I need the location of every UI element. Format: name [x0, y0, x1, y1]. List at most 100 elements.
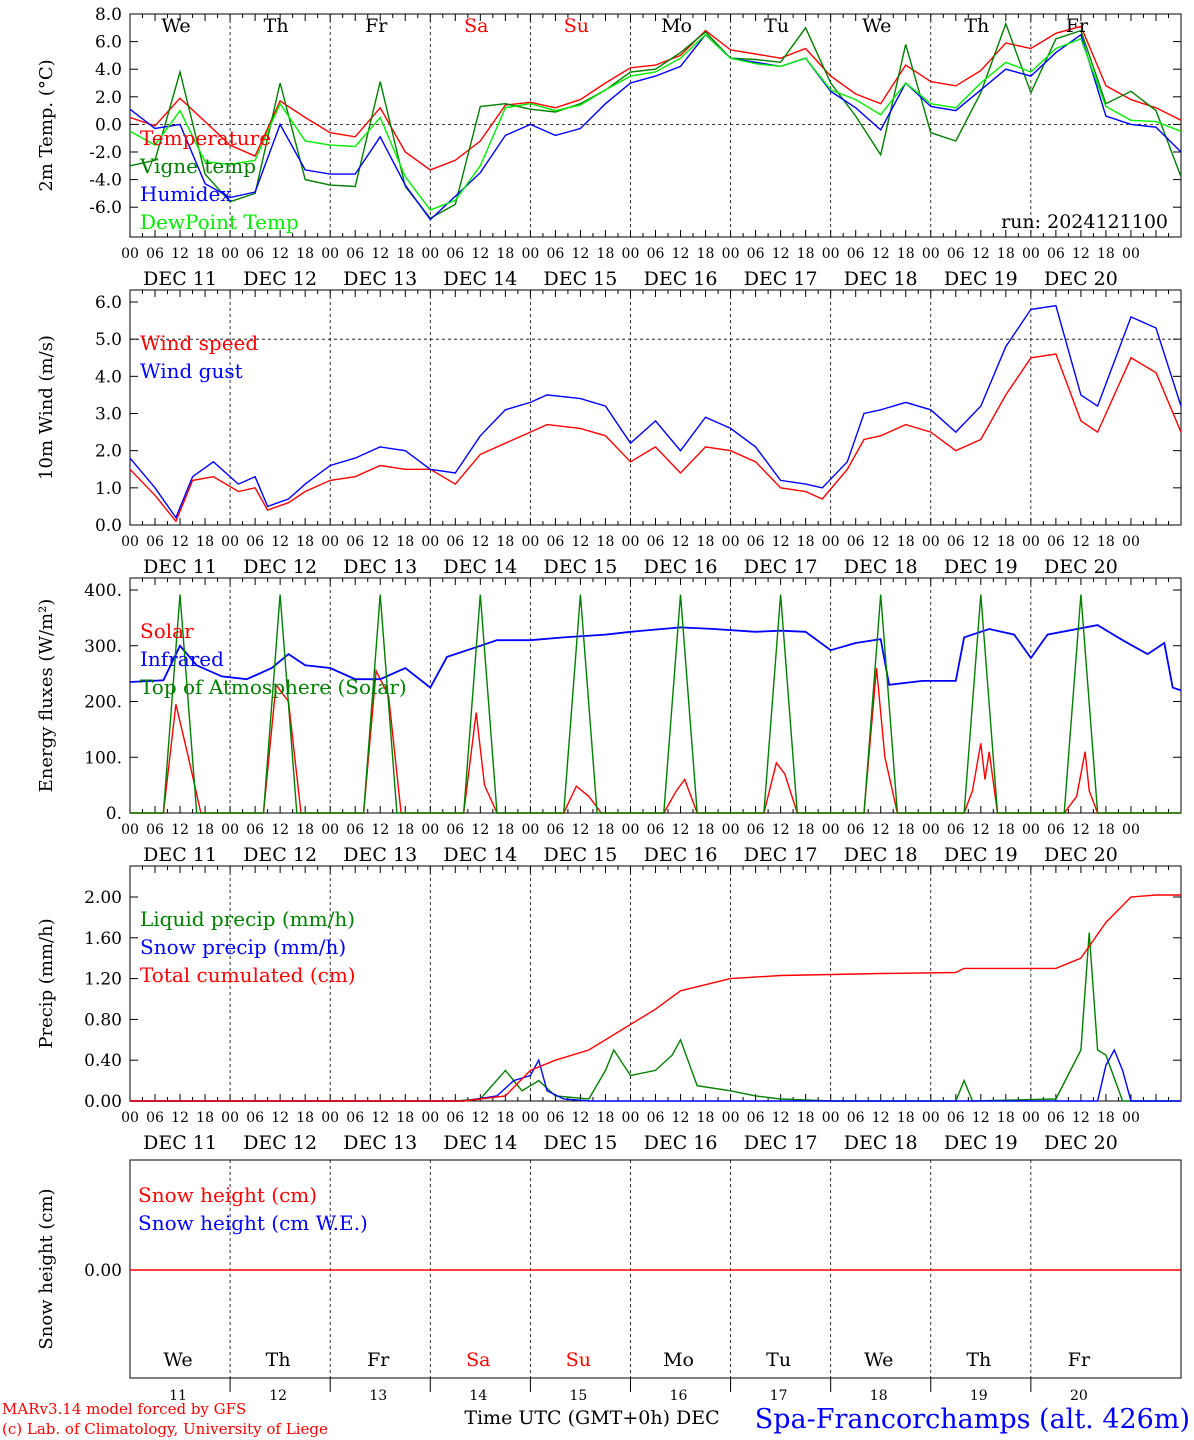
- y-tick-label: 400.: [84, 581, 122, 601]
- legend-entry: Temperature: [140, 126, 271, 150]
- day-number-label: 12: [269, 1388, 287, 1404]
- weekday-label: Su: [564, 15, 589, 37]
- hour-tick-label: 00: [321, 822, 339, 838]
- date-label: DEC 15: [543, 556, 617, 578]
- legend-entry: Wind speed: [140, 331, 258, 355]
- hour-tick-label: 18: [496, 1110, 514, 1126]
- series-line-temperature: [129, 25, 1182, 171]
- hour-tick-label: 12: [171, 534, 189, 550]
- hour-tick-label: 06: [847, 534, 865, 550]
- weekday-label: Fr: [1066, 15, 1089, 37]
- hour-tick-label: 18: [1097, 822, 1115, 838]
- hour-tick-label: 18: [396, 246, 414, 262]
- hour-tick-label: 18: [196, 1110, 214, 1126]
- hour-tick-label: 18: [196, 246, 214, 262]
- weekday-label-bottom: Sa: [466, 1349, 490, 1371]
- day-number-label: 15: [570, 1388, 588, 1404]
- weekday-label: Tu: [764, 15, 789, 37]
- y-axis-label: Precip (mm/h): [36, 918, 57, 1048]
- hour-tick-label: 00: [321, 534, 339, 550]
- series-line-wind-speed: [129, 353, 1182, 523]
- day-number-label: 14: [469, 1388, 487, 1404]
- hour-tick-label: 06: [346, 822, 364, 838]
- y-tick-label: 2.0: [95, 88, 122, 108]
- legend-entry: Total cumulated (cm): [140, 963, 356, 987]
- y-axis-label: Snow height (cm): [36, 1188, 57, 1349]
- hour-tick-label: 18: [196, 822, 214, 838]
- legend-entry: Liquid precip (mm/h): [140, 907, 355, 931]
- model-credit: MARv3.14 model forced by GFS: [2, 1400, 246, 1418]
- x-axis-title: Time UTC (GMT+0h) DEC: [464, 1407, 719, 1429]
- series-line-top-of-atmosphere-solar: [130, 594, 1181, 814]
- hour-tick-label: 06: [1047, 1110, 1065, 1126]
- y-tick-label: 300.: [84, 637, 122, 657]
- date-label: DEC 17: [744, 268, 818, 290]
- hour-tick-label: 00: [822, 1110, 840, 1126]
- hour-tick-label: 00: [121, 246, 139, 262]
- date-label: DEC 19: [944, 844, 1018, 866]
- hour-tick-label: 12: [1072, 534, 1090, 550]
- date-label: DEC 18: [844, 268, 918, 290]
- hour-tick-label: 12: [672, 246, 690, 262]
- hour-tick-label: 00: [1022, 246, 1040, 262]
- hour-tick-label: 06: [647, 822, 665, 838]
- hour-tick-label: 00: [1122, 246, 1140, 262]
- hour-tick-label: 00: [221, 822, 239, 838]
- hour-tick-label: 12: [171, 246, 189, 262]
- hour-tick-label: 06: [546, 246, 564, 262]
- series-line-total-cumulated-cm: [130, 894, 1181, 1102]
- weekday-label-bottom: Fr: [1068, 1349, 1091, 1371]
- date-label: DEC 11: [143, 1132, 217, 1154]
- hour-tick-label: 12: [572, 822, 590, 838]
- weekday-label: We: [862, 15, 891, 37]
- date-label: DEC 14: [443, 844, 517, 866]
- hour-tick-label: 18: [296, 534, 314, 550]
- hour-tick-label: 12: [171, 1110, 189, 1126]
- hour-tick-label: 00: [722, 246, 740, 262]
- hour-tick-label: 00: [722, 822, 740, 838]
- y-tick-label: 2.0: [95, 442, 122, 462]
- y-tick-label: 0.0: [95, 516, 122, 536]
- hour-tick-label: 06: [747, 534, 765, 550]
- date-label: DEC 11: [143, 268, 217, 290]
- series-line-solar: [130, 667, 1181, 814]
- y-tick-label: 0.00: [84, 1092, 122, 1112]
- legend-entry: Wind gust: [140, 359, 243, 383]
- weekday-label: Mo: [661, 15, 692, 37]
- date-label: DEC 15: [543, 268, 617, 290]
- hour-tick-label: 06: [1047, 534, 1065, 550]
- hour-tick-label: 00: [321, 1110, 339, 1126]
- day-number-label: 17: [770, 1388, 788, 1404]
- date-label: DEC 12: [243, 268, 317, 290]
- hour-tick-label: 00: [1022, 534, 1040, 550]
- hour-tick-label: 18: [296, 246, 314, 262]
- hour-tick-label: 18: [396, 822, 414, 838]
- date-label: DEC 20: [1044, 1132, 1118, 1154]
- hour-tick-label: 00: [121, 1110, 139, 1126]
- y-axis-label: 2m Temp. (°C): [36, 59, 57, 191]
- date-label: DEC 11: [143, 556, 217, 578]
- date-label: DEC 13: [343, 844, 417, 866]
- hour-tick-label: 00: [622, 246, 640, 262]
- hour-tick-label: 06: [647, 246, 665, 262]
- station-title: Spa-Francorchamps (alt. 426m): [755, 1404, 1190, 1435]
- hour-tick-label: 00: [421, 534, 439, 550]
- hour-tick-label: 12: [772, 246, 790, 262]
- date-label: DEC 15: [543, 844, 617, 866]
- hour-tick-label: 06: [246, 822, 264, 838]
- hour-tick-label: 18: [196, 534, 214, 550]
- date-label: DEC 18: [844, 844, 918, 866]
- hour-tick-label: 00: [421, 822, 439, 838]
- day-number-label: 13: [369, 1388, 387, 1404]
- hour-tick-label: 00: [1022, 822, 1040, 838]
- y-tick-label: 200.: [84, 693, 122, 713]
- date-label: DEC 20: [1044, 844, 1118, 866]
- hour-tick-label: 00: [822, 534, 840, 550]
- hour-tick-label: 12: [271, 1110, 289, 1126]
- hour-tick-label: 18: [597, 534, 615, 550]
- hour-tick-label: 18: [697, 534, 715, 550]
- hour-tick-label: 12: [972, 534, 990, 550]
- date-label: DEC 14: [443, 268, 517, 290]
- y-tick-label: 6.0: [95, 33, 122, 53]
- day-number-label: 16: [670, 1388, 688, 1404]
